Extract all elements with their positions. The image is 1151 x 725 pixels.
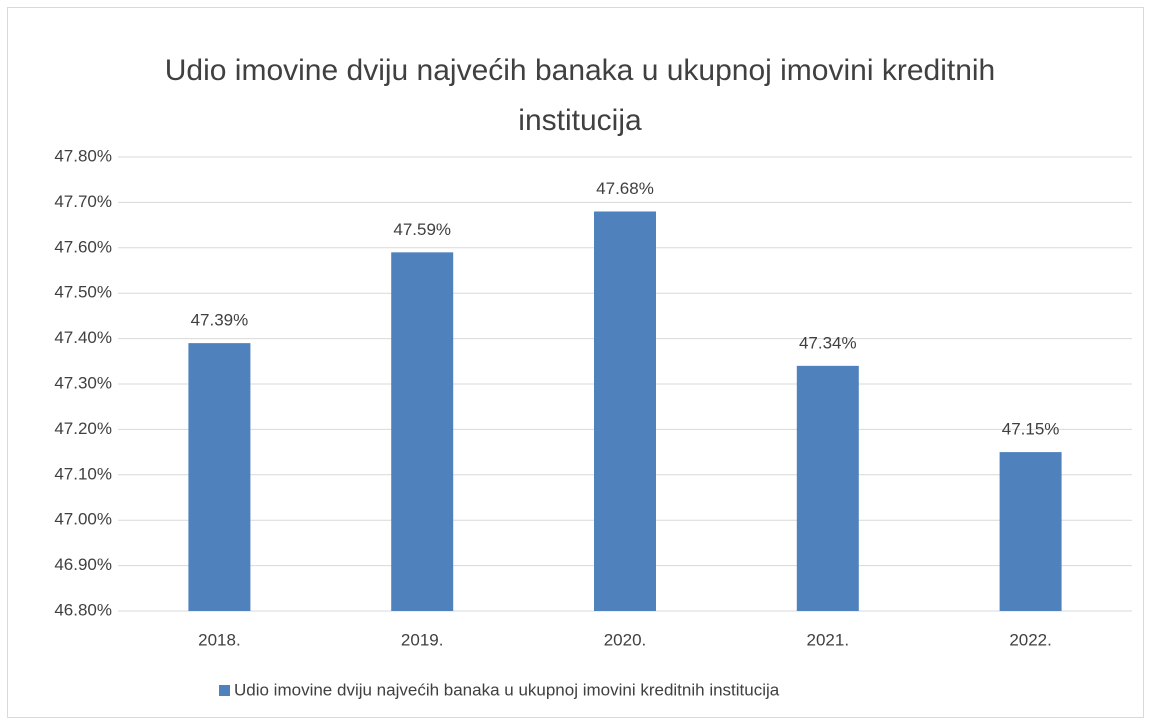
- x-tick-label: 2020.: [604, 630, 647, 649]
- data-label: 47.34%: [799, 333, 857, 352]
- legend-swatch: [219, 685, 230, 696]
- bar: [391, 252, 454, 611]
- legend-label: Udio imovine dviju najvećih banaka u uku…: [234, 680, 780, 699]
- data-label: 47.15%: [1002, 420, 1060, 439]
- x-tick-label: 2018.: [198, 630, 241, 649]
- y-tick-label: 47.70%: [54, 192, 112, 211]
- y-tick-label: 47.80%: [54, 146, 112, 165]
- data-label: 47.59%: [393, 220, 451, 239]
- y-tick-label: 47.00%: [54, 510, 112, 529]
- y-tick-label: 47.40%: [54, 328, 112, 347]
- chart-border: [7, 7, 1144, 718]
- bar: [999, 452, 1062, 611]
- x-tick-label: 2019.: [401, 630, 444, 649]
- y-tick-label: 47.20%: [54, 419, 112, 438]
- y-tick-label: 46.80%: [54, 600, 112, 619]
- bar: [796, 365, 859, 611]
- y-tick-label: 47.10%: [54, 464, 112, 483]
- data-label: 47.68%: [596, 179, 654, 198]
- y-tick-label: 47.50%: [54, 283, 112, 302]
- chart-title: Udio imovine dviju najvećih banaka u uku…: [164, 54, 996, 137]
- data-label: 47.39%: [191, 311, 249, 330]
- y-tick-label: 47.60%: [54, 237, 112, 256]
- x-tick-label: 2022.: [1009, 630, 1052, 649]
- bar: [594, 211, 656, 612]
- y-tick-label: 47.30%: [54, 373, 112, 392]
- bar: [188, 343, 251, 611]
- x-tick-label: 2021.: [807, 630, 850, 649]
- y-tick-label: 46.90%: [54, 555, 112, 574]
